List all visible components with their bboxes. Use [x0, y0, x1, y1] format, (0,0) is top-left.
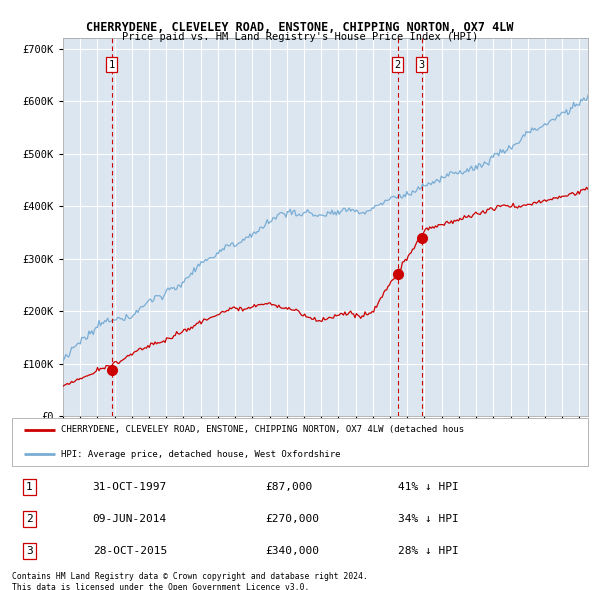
Text: £270,000: £270,000: [265, 514, 319, 524]
Text: 41% ↓ HPI: 41% ↓ HPI: [398, 482, 458, 492]
Text: 28-OCT-2015: 28-OCT-2015: [92, 546, 167, 556]
Text: This data is licensed under the Open Government Licence v3.0.: This data is licensed under the Open Gov…: [12, 584, 310, 590]
Text: HPI: Average price, detached house, West Oxfordshire: HPI: Average price, detached house, West…: [61, 450, 340, 458]
Text: 1: 1: [109, 60, 115, 70]
Text: Price paid vs. HM Land Registry's House Price Index (HPI): Price paid vs. HM Land Registry's House …: [122, 32, 478, 42]
Text: CHERRYDENE, CLEVELEY ROAD, ENSTONE, CHIPPING NORTON, OX7 4LW (detached hous: CHERRYDENE, CLEVELEY ROAD, ENSTONE, CHIP…: [61, 425, 464, 434]
Text: 31-OCT-1997: 31-OCT-1997: [92, 482, 167, 492]
Text: CHERRYDENE, CLEVELEY ROAD, ENSTONE, CHIPPING NORTON, OX7 4LW: CHERRYDENE, CLEVELEY ROAD, ENSTONE, CHIP…: [86, 21, 514, 34]
Text: Contains HM Land Registry data © Crown copyright and database right 2024.: Contains HM Land Registry data © Crown c…: [12, 572, 368, 581]
Text: 28% ↓ HPI: 28% ↓ HPI: [398, 546, 458, 556]
Text: 09-JUN-2014: 09-JUN-2014: [92, 514, 167, 524]
Text: 1: 1: [26, 482, 32, 492]
Text: 3: 3: [26, 546, 32, 556]
Text: 34% ↓ HPI: 34% ↓ HPI: [398, 514, 458, 524]
Text: £87,000: £87,000: [265, 482, 313, 492]
Text: £340,000: £340,000: [265, 546, 319, 556]
FancyBboxPatch shape: [12, 418, 588, 466]
Text: 2: 2: [394, 60, 401, 70]
Text: 3: 3: [418, 60, 425, 70]
Text: 2: 2: [26, 514, 32, 524]
